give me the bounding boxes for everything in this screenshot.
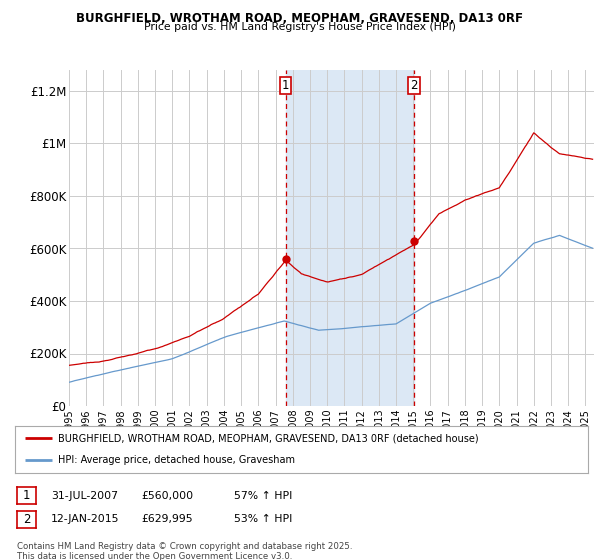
Text: £629,995: £629,995: [141, 514, 193, 524]
Text: 53% ↑ HPI: 53% ↑ HPI: [234, 514, 292, 524]
Bar: [286, 70, 414, 406]
Text: 12-JAN-2015: 12-JAN-2015: [51, 514, 119, 524]
Text: 57% ↑ HPI: 57% ↑ HPI: [234, 491, 292, 501]
Text: 2: 2: [23, 512, 30, 526]
Text: 1: 1: [282, 80, 289, 92]
Text: 2: 2: [410, 80, 418, 92]
Text: BURGHFIELD, WROTHAM ROAD, MEOPHAM, GRAVESEND, DA13 0RF (detached house): BURGHFIELD, WROTHAM ROAD, MEOPHAM, GRAVE…: [58, 433, 479, 444]
Text: Contains HM Land Registry data © Crown copyright and database right 2025.
This d: Contains HM Land Registry data © Crown c…: [17, 542, 352, 560]
Text: 1: 1: [23, 489, 30, 502]
Text: £560,000: £560,000: [141, 491, 193, 501]
Text: 31-JUL-2007: 31-JUL-2007: [51, 491, 118, 501]
Text: HPI: Average price, detached house, Gravesham: HPI: Average price, detached house, Grav…: [58, 455, 295, 465]
Text: Price paid vs. HM Land Registry's House Price Index (HPI): Price paid vs. HM Land Registry's House …: [144, 22, 456, 32]
Text: BURGHFIELD, WROTHAM ROAD, MEOPHAM, GRAVESEND, DA13 0RF: BURGHFIELD, WROTHAM ROAD, MEOPHAM, GRAVE…: [77, 12, 523, 25]
